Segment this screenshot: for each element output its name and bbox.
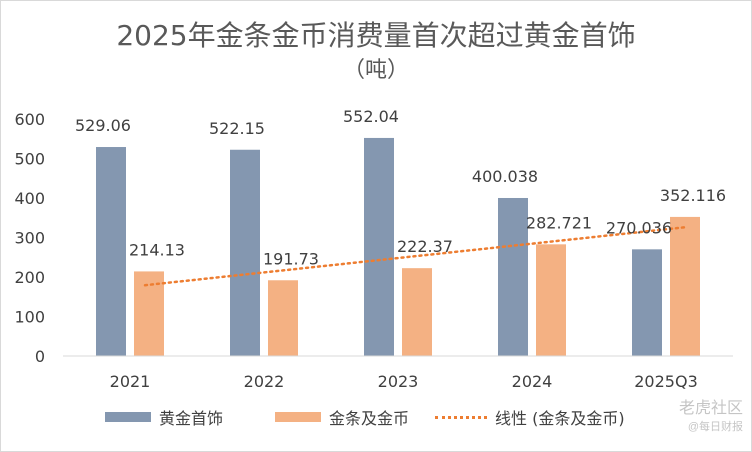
- bar-bars-coins-2024: [536, 244, 566, 356]
- watermark-subtext: @每日财报: [687, 421, 743, 433]
- bar-jewelry-2024: [498, 197, 528, 356]
- data-label-bars-coins-2021: 214.13: [129, 240, 185, 259]
- legend-item-bars-coins: 金条及金币: [275, 405, 409, 429]
- data-label-jewelry-2024: 400.038: [472, 167, 538, 186]
- legend-swatch-trendline: [435, 415, 487, 419]
- watermark: 老虎社区 @每日财报: [651, 399, 743, 443]
- data-label-bars-coins-2024: 282.721: [526, 213, 592, 232]
- x-axis-labels: 2021 2022 2023 2024 2025Q3: [110, 372, 698, 391]
- x-tick-label-2021: 2021: [110, 372, 151, 391]
- chart-unit-subtitle: （吨）: [342, 58, 409, 83]
- data-label-jewelry-2023: 552.04: [343, 107, 399, 126]
- y-tick-label-2: 200: [14, 268, 45, 287]
- legend-swatch-jewelry: [105, 412, 151, 422]
- bar-jewelry-2022: [230, 149, 260, 356]
- legend-label-trendline: 线性 (金条及金币): [495, 409, 625, 428]
- chart-title: 2025年金条金币消费量首次超过黄金首饰: [116, 19, 636, 52]
- bar-bars-coins-2025Q3: [670, 216, 700, 356]
- y-tick-label-0: 0: [35, 347, 45, 366]
- y-tick-label-5: 500: [14, 150, 45, 169]
- watermark-text: 老虎社区: [678, 400, 743, 417]
- legend-label-jewelry: 黄金首饰: [159, 409, 224, 428]
- trendline-bars-coins: [143, 225, 687, 287]
- bar-jewelry-2021: [96, 147, 126, 356]
- legend-item-jewelry: 黄金首饰: [105, 405, 223, 429]
- legend-item-trendline: 线性 (金条及金币): [435, 405, 625, 429]
- trend-layer: [143, 225, 687, 287]
- x-tick-label-2024: 2024: [512, 372, 553, 391]
- bar-bars-coins-2022: [268, 280, 298, 356]
- x-tick-label-2025Q3: 2025Q3: [634, 372, 698, 391]
- data-label-jewelry-2021: 529.06: [75, 116, 131, 135]
- legend-label-bars-coins: 金条及金币: [329, 409, 410, 428]
- bars-layer: [96, 137, 700, 356]
- bar-jewelry-2023: [364, 137, 394, 356]
- bar-jewelry-2025Q3: [632, 249, 662, 356]
- x-tick-label-2023: 2023: [378, 372, 419, 391]
- data-label-bars-coins-2022: 191.73: [263, 249, 319, 268]
- y-tick-label-3: 300: [14, 229, 45, 248]
- data-label-bars-coins-2023: 222.37: [397, 237, 453, 256]
- y-tick-label-6: 600: [14, 110, 45, 129]
- data-labels: 529.06 214.13 522.15 191.73 552.04 222.37 400.…: [75, 107, 726, 268]
- x-tick-label-2022: 2022: [244, 372, 285, 391]
- data-label-bars-coins-2025Q3: 352.116: [660, 186, 726, 205]
- legend-swatch-bars-coins: [275, 412, 321, 422]
- bar-bars-coins-2021: [134, 271, 164, 356]
- y-tick-label-1: 100: [14, 308, 45, 327]
- y-axis-labels: 0 100 200 300 400 500 600: [14, 110, 45, 366]
- bar-bars-coins-2023: [402, 268, 432, 356]
- y-tick-label-4: 400: [14, 189, 45, 208]
- chart-legend: 黄金首饰 金条及金币 线性 (金条及金币): [1, 405, 751, 429]
- data-label-jewelry-2025Q3: 270.036: [606, 218, 672, 237]
- data-label-jewelry-2022: 522.15: [209, 119, 265, 138]
